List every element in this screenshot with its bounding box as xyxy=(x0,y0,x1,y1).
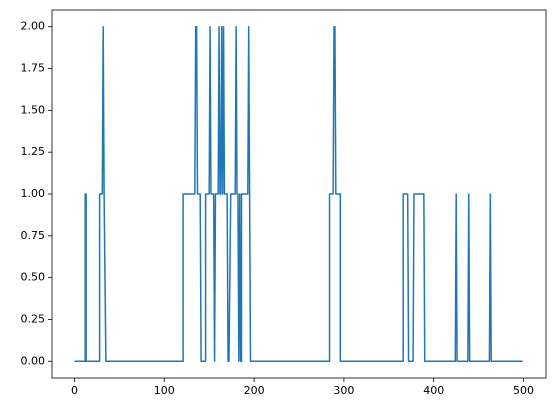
plot-area xyxy=(51,9,547,379)
y-tick-label: 1.00 xyxy=(21,187,46,200)
y-tick-label: 2.00 xyxy=(21,20,46,33)
x-tick-label: 0 xyxy=(71,384,78,397)
x-tick-label: 300 xyxy=(333,384,354,397)
x-tick-label: 400 xyxy=(423,384,444,397)
y-tick-label: 0.50 xyxy=(21,271,46,284)
x-tick-label: 200 xyxy=(244,384,265,397)
x-tick-label: 100 xyxy=(154,384,175,397)
y-tick-label: 1.50 xyxy=(21,103,46,116)
y-tick-label: 1.25 xyxy=(21,145,46,158)
y-tick-label: 0.25 xyxy=(21,312,46,325)
y-tick-label: 0.75 xyxy=(21,229,46,242)
data-line xyxy=(74,25,523,363)
y-tick-label: 0.00 xyxy=(21,354,46,367)
x-tick-label: 500 xyxy=(513,384,534,397)
y-tick-label: 1.75 xyxy=(21,62,46,75)
